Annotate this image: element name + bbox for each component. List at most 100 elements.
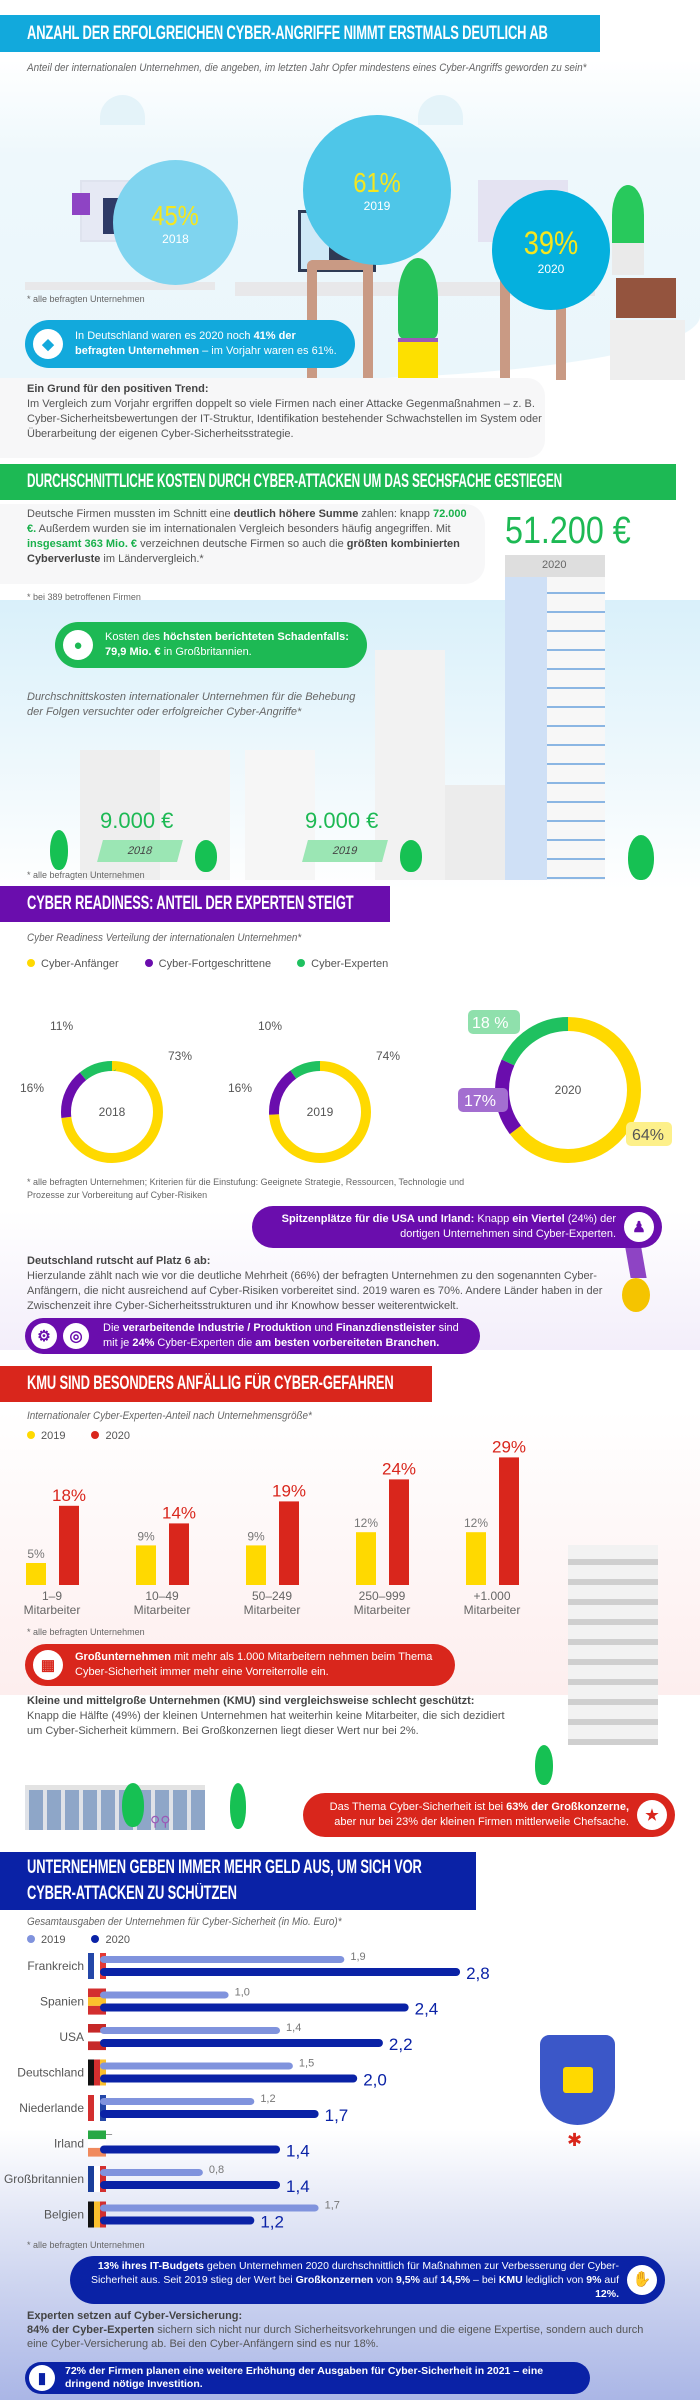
text-segment: insgesamt 363 Mio. € <box>27 538 138 550</box>
legend-dot <box>27 959 35 967</box>
bar-2019 <box>100 1956 345 1963</box>
circle-year: 2020 <box>537 261 565 276</box>
bar-2020 <box>100 1968 461 1976</box>
legend-label: Cyber-Anfänger <box>41 958 119 970</box>
legend-label: 2020 <box>105 1934 130 1946</box>
text-segment: auf <box>419 2274 441 2286</box>
donut-segment <box>269 1061 371 1163</box>
bar-label: 1,0 <box>235 1987 250 1999</box>
cost-2020-year: 2020 <box>542 559 567 571</box>
label-experten: 11% <box>50 1019 73 1033</box>
text-segment: KMU <box>498 2274 523 2286</box>
bar-2019 <box>100 2027 281 2034</box>
bar-label: 9% <box>247 1529 265 1543</box>
spain-flag-icon <box>88 1997 106 2006</box>
bar-label: 0,8 <box>209 2164 224 2176</box>
section5-title-line1: UNTERNEHMEN GEBEN IMMER MEHR GELD AUS, U… <box>27 1857 422 1878</box>
germany-callout: ◆ In Deutschland waren es 2020 noch 41% … <box>25 320 355 368</box>
ceo-topic-text: Das Thema Cyber-Sicherheit ist bei 63% d… <box>317 1800 629 1830</box>
industry-text: Die verarbeitende Industrie / Produktion… <box>103 1321 470 1351</box>
label-experten: 18 % <box>472 1015 508 1032</box>
circle-year: 2019 <box>363 199 391 213</box>
section1-title: ANZAHL DER ERFOLGREICHEN CYBER-ANGRIFFE … <box>27 23 548 44</box>
bar-label: 1,4 <box>286 2177 310 2196</box>
cost-2019-year: 2019 <box>302 840 388 862</box>
text-segment: deutlich höhere Summe <box>233 508 359 520</box>
small-office-building <box>25 1785 205 1830</box>
legend-dot <box>91 1935 100 1943</box>
usa-flag-icon <box>88 2024 106 2033</box>
bar-chart-icon: ▮ <box>29 2365 55 2391</box>
section4-header: KMU SIND BESONDERS ANFÄLLIG FÜR CYBER-GE… <box>0 1366 432 1402</box>
shield-lock-icon <box>540 2035 615 2125</box>
germany-rank-heading: Deutschland rutscht auf Platz 6 ab: <box>27 1255 211 1267</box>
text-segment: mit mehr als 1.000 Mitarbeitern nehmen b… <box>75 1651 433 1678</box>
legend-dot <box>144 959 153 967</box>
hand-money-icon: ✋ <box>627 2265 657 2295</box>
section4-subtitle: Internationaler Cyber-Experten-Anteil na… <box>27 1410 312 1422</box>
text-segment: größten kombinierten Cyberverluste <box>27 538 460 565</box>
section3-header: CYBER READINESS: ANTEIL DER EXPERTEN STE… <box>0 886 390 922</box>
section2-intro: Deutsche Firmen mussten im Schnitt eine … <box>27 507 477 567</box>
label-experten: 10% <box>258 1019 282 1033</box>
text-segment: Großkonzernen <box>295 2274 374 2286</box>
bar-label: 9% <box>137 1529 155 1543</box>
country-label: Spanien <box>40 1995 84 2009</box>
section5-subtitle: Gesamtausgaben der Unternehmen für Cyber… <box>27 1916 342 1928</box>
section4-title: KMU SIND BESONDERS ANFÄLLIG FÜR CYBER-GE… <box>27 1373 394 1394</box>
label-box-experten <box>468 1010 520 1034</box>
tree <box>230 1783 246 1829</box>
investment-callout: ▮ 72% der Firmen planen eine weitere Erh… <box>25 2362 590 2394</box>
text-segment: Außerdem wurden sie im internationalen V… <box>36 523 451 535</box>
plant-right <box>612 185 644 245</box>
germany-flag-icon <box>88 2059 94 2086</box>
spending-bar-chart: Frankreich 1,9 2,8 Spanien 1,0 2,4 USA 1,4 2,2 De… <box>4 1951 490 2232</box>
plant-right-pot <box>612 243 644 275</box>
highest-damage-text: Kosten des höchsten berichteten Schadenf… <box>105 630 357 660</box>
section1-subtitle: Anteil der internationalen Unternehmen, … <box>27 62 587 74</box>
text-segment: 24% <box>132 1337 155 1349</box>
boss-star-icon: ★ <box>637 1800 667 1830</box>
category-label: Mitarbeiter <box>24 1603 81 1617</box>
text-segment: 9% <box>586 2274 602 2286</box>
category-label: Mitarbeiter <box>134 1603 191 1617</box>
section4-footnote: * alle befragten Unternehmen <box>27 1627 145 1637</box>
bar-label: 12% <box>464 1516 488 1530</box>
bar-label: – <box>106 2129 113 2141</box>
donut-year: 2019 <box>307 1105 334 1119</box>
label-anfaenger: 64% <box>632 1127 664 1144</box>
label-anfaenger: 74% <box>376 1049 400 1063</box>
legend-label: Cyber-Experten <box>311 958 389 970</box>
tree <box>122 1783 144 1827</box>
legend-item: 2019 <box>27 1430 65 1442</box>
box <box>616 278 676 318</box>
bar-label: 1,7 <box>325 2200 340 2212</box>
text-segment: und <box>311 1322 336 1334</box>
medal-icon <box>622 1278 650 1312</box>
section5-footnote: * alle befragten Unternehmen <box>27 2240 145 2250</box>
donut-segment <box>269 1061 371 1163</box>
text-segment: 13% ihres IT-Budgets <box>97 2260 205 2272</box>
text-segment: In Deutschland waren es 2020 noch <box>75 330 254 342</box>
label-box-anfaenger <box>626 1122 672 1146</box>
category-label: Mitarbeiter <box>244 1603 301 1617</box>
bar-2019 <box>466 1532 486 1585</box>
bug-icon: ✱ <box>567 2130 583 2150</box>
germany-callout-text: In Deutschland waren es 2020 noch 41% de… <box>75 329 345 359</box>
bar-2020 <box>100 2181 281 2189</box>
circle-value: 61% <box>353 167 401 198</box>
text-segment: sind mit je <box>103 1322 459 1349</box>
donut-segment <box>61 1061 163 1163</box>
donut-year: 2018 <box>99 1105 126 1119</box>
attack-circle-2020: 39% 2020 <box>492 190 610 310</box>
kmu-text: Knapp die Hälfte (49%) der kleinen Unter… <box>27 1710 505 1737</box>
label-anfaenger: 73% <box>168 1049 192 1063</box>
piggy-bank-icon: ● <box>63 630 93 660</box>
intro-box <box>0 504 485 584</box>
industry-callout: ⚙ ◎ Die verarbeitende Industrie / Produk… <box>25 1318 480 1354</box>
tree <box>50 830 68 870</box>
building-bg-5 <box>445 785 505 880</box>
bar-2020 <box>279 1501 299 1585</box>
text-segment: verarbeitende Industrie / Produktion <box>122 1322 312 1334</box>
legend-label: Cyber-Fortgeschrittene <box>158 958 272 970</box>
